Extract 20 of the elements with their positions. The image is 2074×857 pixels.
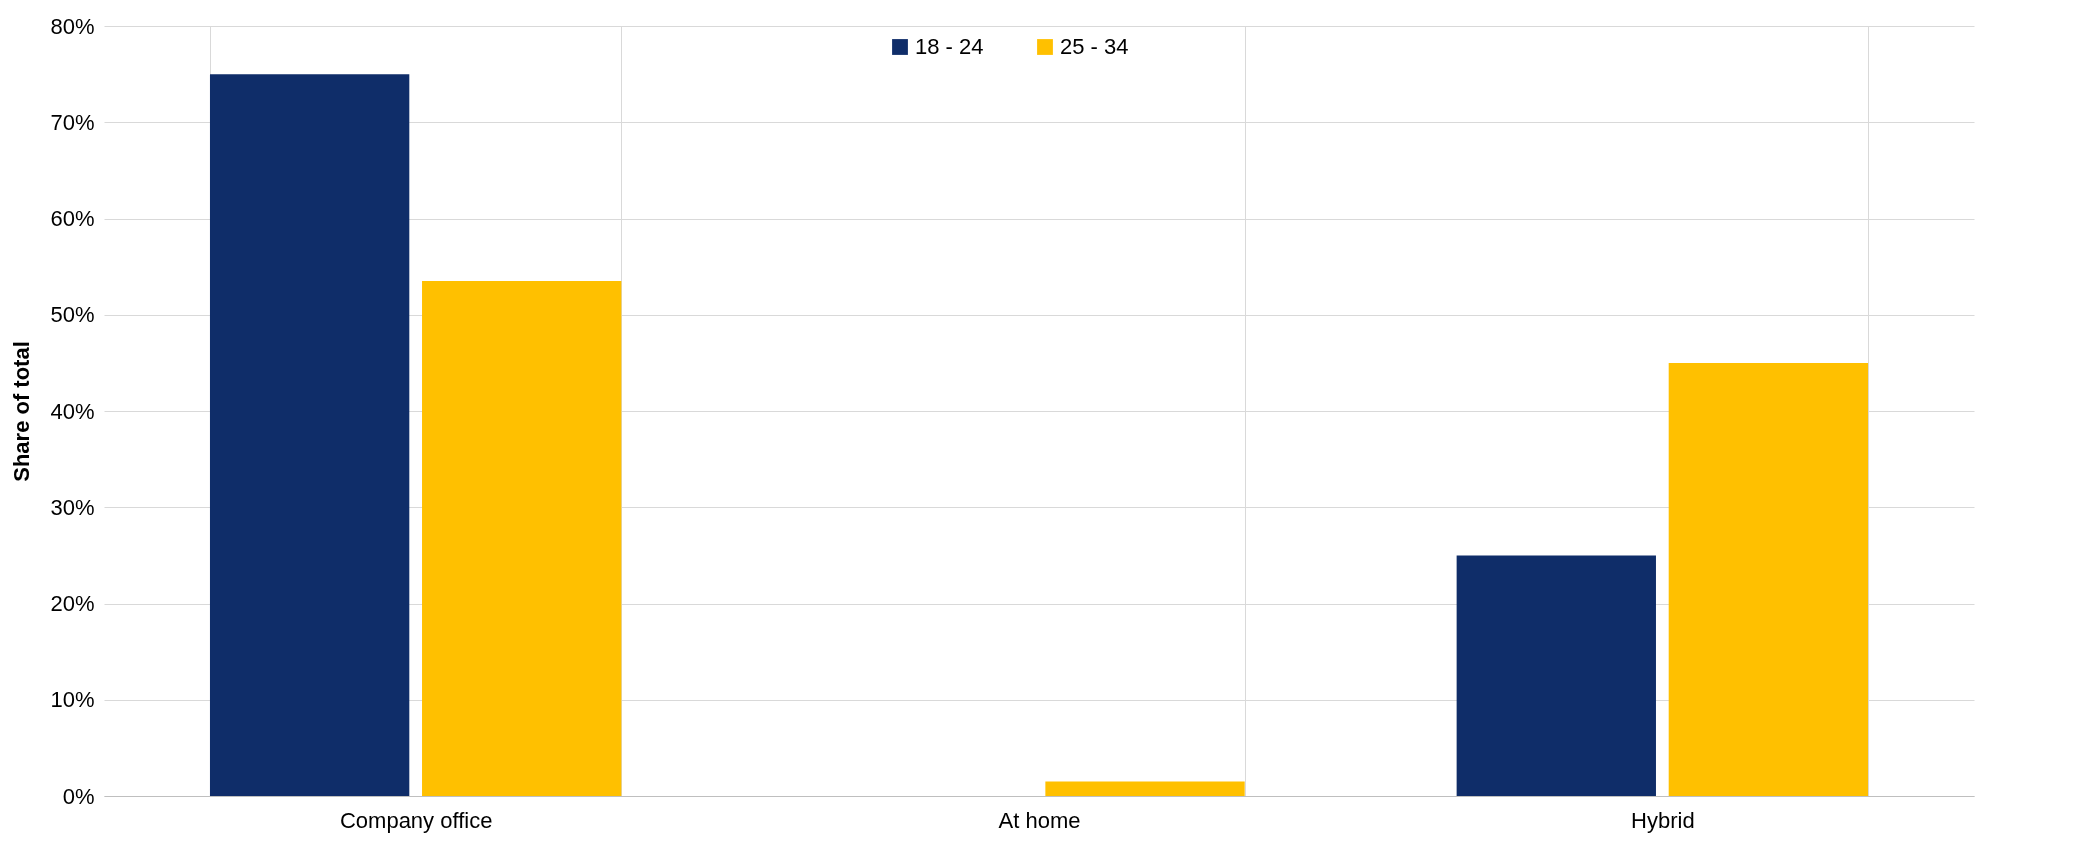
bar <box>422 281 622 796</box>
y-tick-label: 30% <box>50 494 95 520</box>
y-tick-label: 0% <box>62 783 95 809</box>
bar <box>209 74 410 796</box>
y-tick-label: 20% <box>50 591 95 616</box>
bar <box>1045 781 1245 796</box>
y-tick-label: 80% <box>50 13 95 39</box>
x-tick-label: Hybrid <box>1631 807 1695 833</box>
y-tick-label: 50% <box>50 302 95 328</box>
x-tick-label: Company office <box>339 807 493 833</box>
y-tick-label: 70% <box>50 109 95 135</box>
x-tick-label: At home <box>998 807 1081 833</box>
legend-label: 18 - 24 <box>915 34 984 59</box>
y-tick-label: 60% <box>50 206 95 231</box>
legend-label: 25 - 34 <box>1060 34 1129 59</box>
y-axis-title: Share of total <box>9 341 35 482</box>
y-tick-label: 40% <box>50 398 95 424</box>
bar <box>1668 362 1869 796</box>
bar <box>1456 555 1656 796</box>
y-tick-label: 10% <box>50 687 95 713</box>
